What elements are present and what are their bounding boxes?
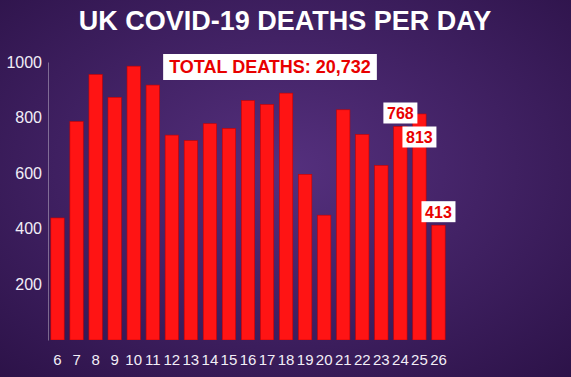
- data-label: 768: [387, 105, 414, 122]
- bar: [184, 141, 197, 340]
- x-tick: 8: [91, 340, 99, 368]
- x-tick: 25: [411, 340, 428, 368]
- x-tick-label: 23: [373, 351, 390, 368]
- x-tick-label: 25: [411, 351, 428, 368]
- x-tick: 22: [354, 340, 371, 368]
- annotation-box: [163, 54, 377, 80]
- x-tick: 16: [240, 340, 257, 368]
- bar: [51, 218, 64, 340]
- x-tick-label: 21: [335, 351, 352, 368]
- x-tick-label: 12: [163, 351, 180, 368]
- x-tick: 11: [145, 340, 161, 368]
- x-tick: 19: [297, 340, 314, 368]
- x-tick-label: 18: [278, 351, 295, 368]
- bar: [375, 165, 388, 340]
- y-tick-label: 600: [15, 165, 42, 182]
- annotation: TOTAL DEATHS: 20,732: [163, 54, 377, 80]
- x-tick: 15: [221, 340, 238, 368]
- bar: [279, 93, 292, 340]
- y-tick-label: 200: [15, 276, 42, 293]
- y-tick-label: 800: [15, 109, 42, 126]
- x-tick-label: 26: [430, 351, 447, 368]
- bar: [70, 121, 83, 340]
- chart: UK COVID-19 DEATHS PER DAY 200 400 600 800 10…: [0, 0, 571, 377]
- bar: [203, 124, 216, 340]
- bar: [165, 135, 178, 340]
- bar: [146, 85, 159, 340]
- x-tick-label: 9: [110, 351, 118, 368]
- bar: [318, 215, 331, 340]
- x-tick: 14: [202, 340, 219, 368]
- bar: [108, 97, 121, 340]
- x-tick-label: 13: [183, 351, 200, 368]
- x-tick-label: 8: [91, 351, 99, 368]
- x-tick-label: 11: [145, 351, 161, 368]
- x-tick: 24: [392, 340, 409, 368]
- x-tick-label: 15: [221, 351, 238, 368]
- bar: [432, 225, 445, 340]
- y-tick: 800: [15, 109, 48, 126]
- title: UK COVID-19 DEATHS PER DAY: [79, 6, 492, 36]
- y-tick: 200: [15, 276, 48, 293]
- bar: [222, 128, 235, 340]
- bar: [89, 75, 102, 340]
- x-tick: 7: [72, 340, 80, 368]
- data-label-box: [383, 102, 417, 123]
- data-label-box: [402, 126, 436, 147]
- x-tick: 6: [53, 340, 61, 368]
- data-labels: 768 813 413: [383, 102, 455, 222]
- y-axis: 200 400 600 800 1000: [6, 54, 48, 341]
- data-label: 413: [425, 204, 452, 221]
- data-label-box: [421, 201, 455, 222]
- x-tick: 9: [110, 340, 118, 368]
- x-tick: 17: [259, 340, 276, 368]
- y-tick-label: 400: [15, 220, 42, 237]
- bar: [241, 101, 254, 340]
- bar: [413, 114, 426, 340]
- x-tick-label: 24: [392, 351, 409, 368]
- x-tick: 21: [335, 340, 352, 368]
- x-tick: 10: [125, 340, 142, 368]
- x-axis: 6789 1011121314151617181920212223242526: [49, 340, 449, 368]
- x-tick-label: 7: [72, 351, 80, 368]
- y-axis-line: [48, 63, 49, 341]
- annotation-text: TOTAL DEATHS: 20,732: [169, 57, 371, 77]
- x-tick-label: 6: [53, 351, 61, 368]
- plot-area: 200 400 600 800 1000 6789 10111213141516171819…: [6, 54, 455, 368]
- x-tick: 20: [316, 340, 333, 368]
- x-tick-label: 14: [202, 351, 219, 368]
- y-tick: 600: [15, 165, 48, 182]
- x-tick-label: 22: [354, 351, 371, 368]
- y-tick: 400: [15, 220, 48, 237]
- x-tick-label: 19: [297, 351, 314, 368]
- x-axis-line: [49, 340, 449, 341]
- background: [0, 0, 571, 377]
- bar: [127, 66, 140, 340]
- x-tick-label: 16: [240, 351, 257, 368]
- bar: [394, 126, 407, 340]
- y-tick: 1000: [6, 54, 48, 71]
- y-tick-label: 1000: [6, 54, 42, 71]
- x-tick-label: 17: [259, 351, 276, 368]
- x-tick: 13: [183, 340, 200, 368]
- x-tick: 12: [163, 340, 180, 368]
- x-tick: 23: [373, 340, 390, 368]
- bar: [298, 174, 311, 340]
- bar: [337, 110, 350, 340]
- data-label: 813: [406, 129, 433, 146]
- x-tick-label: 20: [316, 351, 333, 368]
- x-tick: 18: [278, 340, 295, 368]
- x-tick-label: 10: [125, 351, 142, 368]
- bar: [356, 135, 369, 340]
- x-tick: 26: [430, 340, 447, 368]
- bars: [51, 66, 445, 340]
- bar: [260, 105, 273, 340]
